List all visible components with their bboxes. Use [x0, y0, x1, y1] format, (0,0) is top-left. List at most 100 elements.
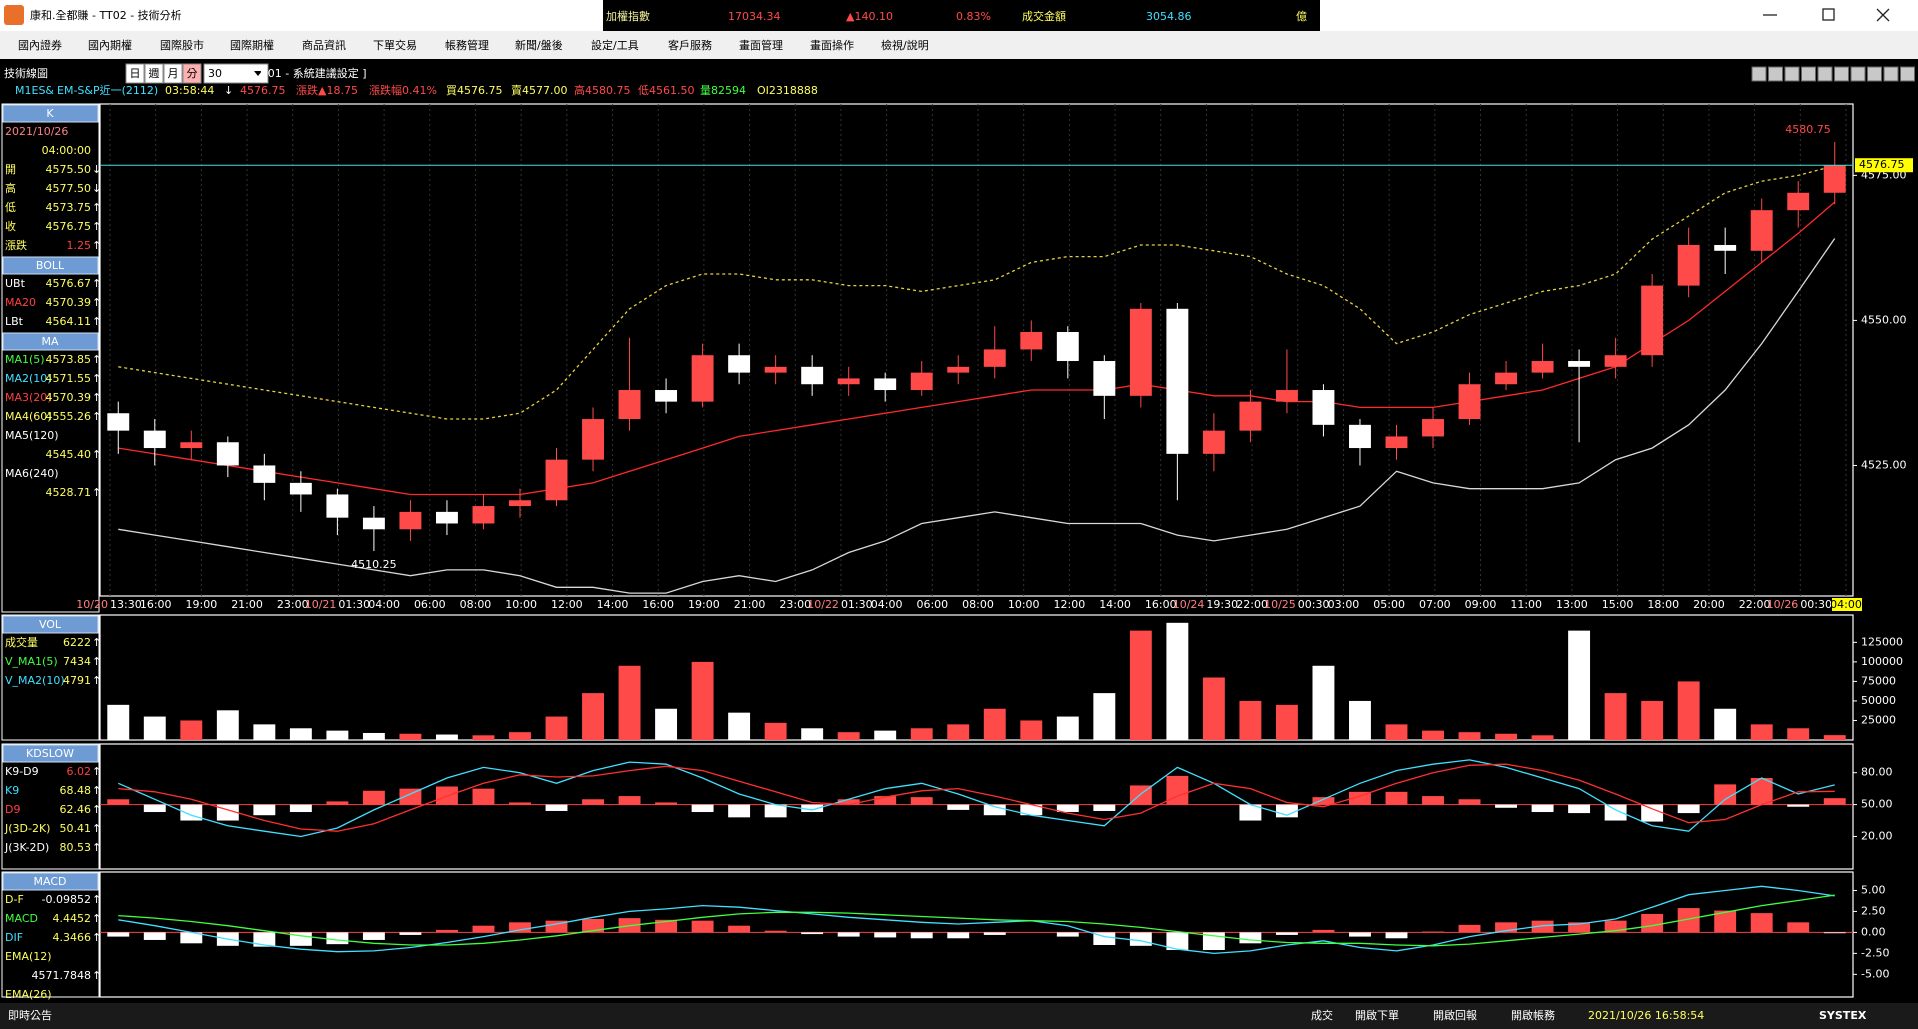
time-label: 19:00: [688, 598, 720, 611]
tool-icon[interactable]: [1850, 66, 1866, 82]
side-label: 開: [5, 163, 16, 176]
interval-value[interactable]: 30: [208, 67, 222, 80]
menu-item[interactable]: 國內證券: [18, 38, 62, 52]
side-arrow: ↑: [92, 201, 101, 214]
status-left: 即時公告: [8, 1009, 52, 1022]
volume-bar: [1458, 732, 1481, 740]
menu-item[interactable]: 設定/工具: [591, 38, 639, 52]
side-title: BOLL: [36, 259, 65, 272]
status-item[interactable]: 成交: [1311, 1008, 1333, 1022]
osc-bar: [472, 925, 495, 933]
menu-item[interactable]: 客戶服務: [668, 38, 712, 52]
candle-body: [728, 355, 751, 373]
side-value: 4575.50: [46, 163, 92, 176]
candle-body: [1275, 390, 1298, 402]
time-label: 21:00: [231, 598, 263, 611]
menu-item[interactable]: 畫面管理: [739, 38, 783, 52]
side-arrow: ↑: [92, 765, 101, 778]
y-tick-label: 2.50: [1861, 904, 1886, 917]
date-label: 10/25: [1264, 598, 1296, 611]
volume-bar: [1093, 693, 1116, 740]
chart-header: [ 01 - 系統建議設定 ]: [260, 66, 367, 80]
period-label[interactable]: 日: [130, 67, 141, 80]
tool-icon[interactable]: [1801, 66, 1816, 82]
kd-bar: [582, 799, 604, 805]
side-header: [2, 872, 99, 891]
time-label: 10:00: [1008, 598, 1040, 611]
quote-item: EM-S&P近一(2112): [57, 84, 158, 97]
volume-bar: [1239, 700, 1262, 740]
side-arrow: ↑: [92, 448, 101, 461]
panel-frame: [99, 743, 1854, 870]
tool-icon[interactable]: [1784, 66, 1800, 82]
tool-icon[interactable]: [1867, 66, 1882, 82]
quote-item: 高4580.75: [574, 83, 631, 97]
y-tick-label: 80.00: [1861, 766, 1893, 779]
osc-bar: [289, 932, 312, 946]
time-label: 06:00: [916, 598, 948, 611]
menu-item[interactable]: 國內期權: [88, 39, 132, 52]
menu-item[interactable]: 國際期權: [230, 39, 274, 52]
ticker-item: 成交金額: [1022, 9, 1066, 23]
tool-icon[interactable]: [1834, 66, 1849, 82]
tool-icon[interactable]: [1900, 66, 1915, 82]
volume-bar: [1385, 724, 1408, 740]
volume-bar: [1129, 630, 1152, 740]
side-arrow: ↓: [92, 163, 101, 176]
side-arrow: ↑: [92, 315, 101, 328]
app-title: 康和.全都賺 - TT02 - 技術分析: [30, 8, 182, 22]
candle-body: [910, 372, 933, 391]
side-value: 7434: [63, 655, 91, 668]
tool-icon[interactable]: [1817, 66, 1833, 82]
volume-bar: [1531, 735, 1554, 740]
menu-item[interactable]: 商品資訊: [302, 38, 346, 52]
period-button[interactable]: [125, 63, 145, 84]
volume-bar: [983, 708, 1006, 740]
volume-bar: [1020, 720, 1043, 740]
window-controls[interactable]: [1763, 8, 1890, 22]
period-button[interactable]: [144, 63, 164, 84]
period-label[interactable]: 週: [149, 66, 160, 80]
menu-item[interactable]: 畫面操作: [810, 38, 854, 52]
kd-bar: [983, 804, 1006, 816]
restore[interactable]: [1822, 8, 1835, 21]
volume-bar: [399, 733, 422, 740]
osc-bar: [509, 922, 531, 933]
tool-icon[interactable]: [1751, 66, 1767, 82]
ticker-strip: [603, 0, 1320, 31]
period-label[interactable]: 分: [187, 67, 198, 80]
status-item[interactable]: 開啟下單: [1355, 1009, 1399, 1022]
side-value: 6.02: [67, 765, 92, 778]
period-button[interactable]: [182, 63, 202, 84]
osc-bar: [1056, 932, 1079, 937]
menu-item[interactable]: 新聞/盤後: [515, 38, 563, 52]
period-button[interactable]: [163, 63, 183, 84]
time-label: 12:00: [551, 598, 583, 611]
tool-icon[interactable]: [1883, 66, 1899, 82]
menu-item[interactable]: 國際股市: [160, 38, 204, 52]
time-label: 07:00: [1419, 598, 1451, 611]
status-item[interactable]: 開啟回報: [1433, 1009, 1477, 1022]
candle-body: [545, 459, 568, 501]
menu-item[interactable]: 檢視/說明: [881, 38, 929, 52]
osc-bar: [1568, 922, 1591, 933]
volume-bar: [618, 665, 641, 740]
kd-bar: [874, 796, 897, 805]
tool-icon[interactable]: [1768, 66, 1783, 82]
interval-select[interactable]: [203, 63, 269, 84]
status-item[interactable]: 開啟帳務: [1511, 1008, 1555, 1022]
close[interactable]: [1876, 8, 1890, 22]
side-label: UBt: [5, 277, 26, 290]
time-label: 01:30: [338, 598, 370, 611]
kd-bar: [947, 804, 970, 810]
menu-item[interactable]: 帳務管理: [445, 38, 489, 52]
quote-item: 03:58:44: [165, 84, 214, 97]
menu-item[interactable]: 下單交易: [373, 38, 417, 52]
date-label: 10/20: [76, 598, 108, 611]
select-arrow[interactable]: [254, 71, 262, 76]
side-arrow: ↑: [92, 239, 101, 252]
period-label[interactable]: 月: [168, 67, 179, 80]
side-value: 4545.40: [46, 448, 92, 461]
status-bar: [0, 1003, 1918, 1029]
candle-body: [837, 378, 860, 385]
